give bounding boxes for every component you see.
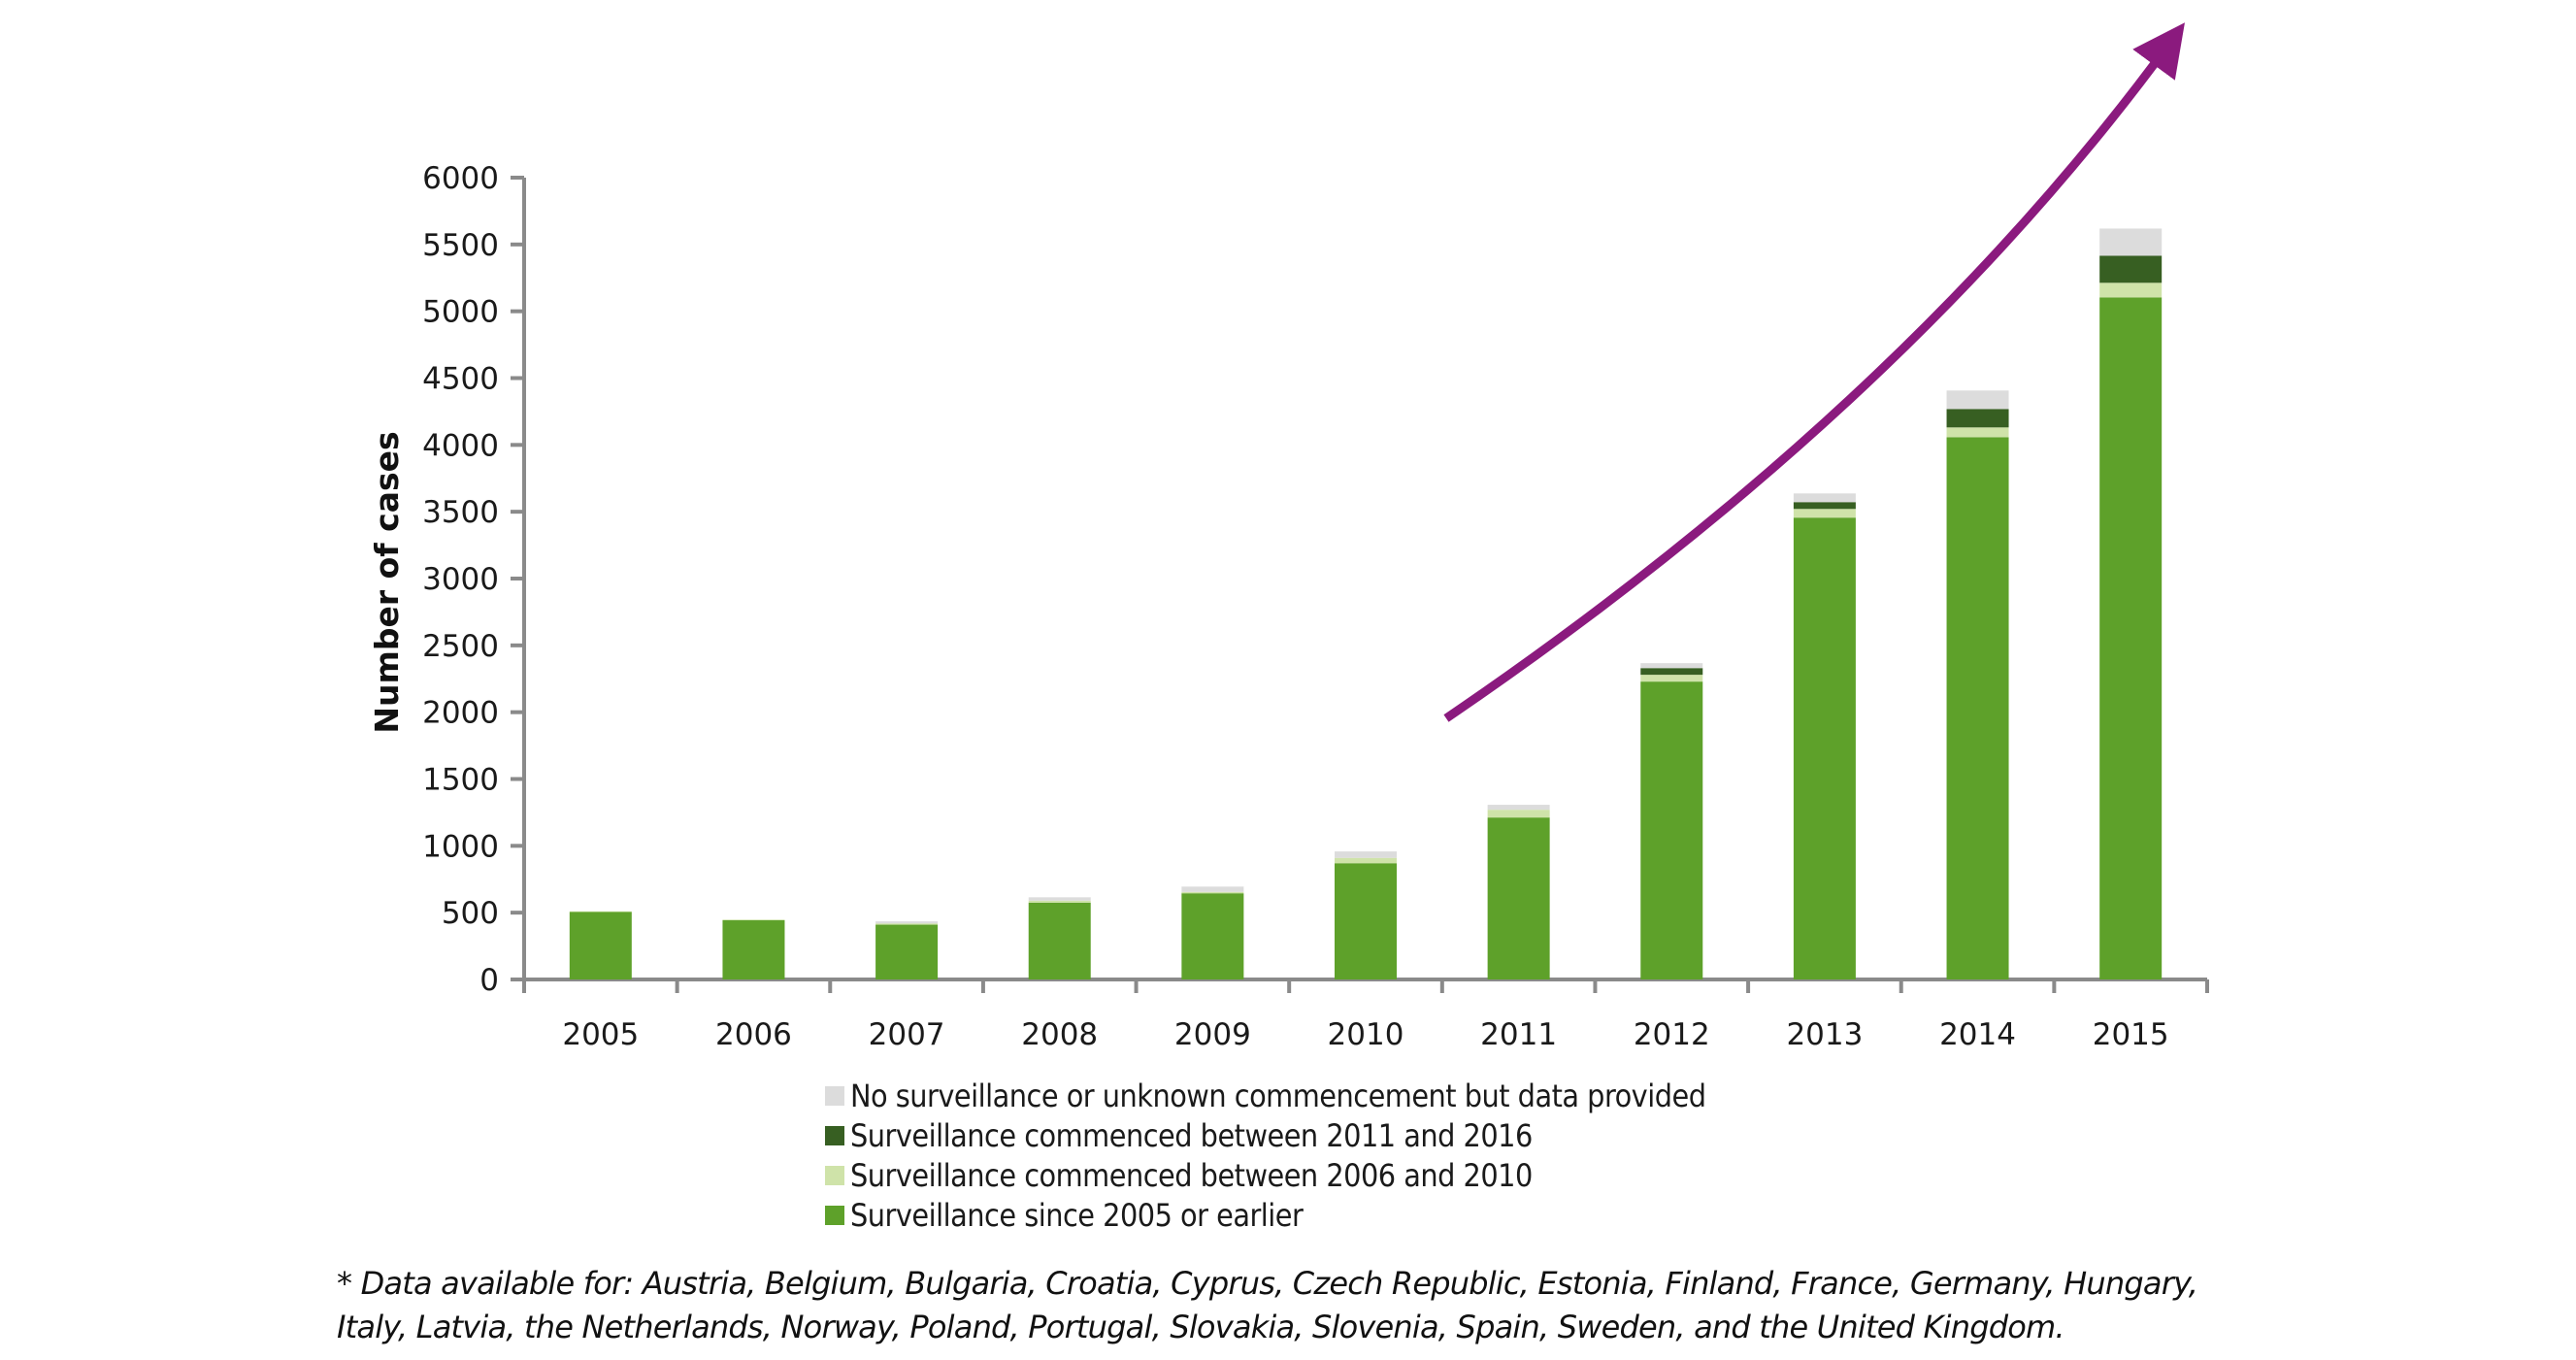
bar-segment [1793, 502, 1856, 510]
bar-segment [1946, 437, 2009, 980]
y-tick-label: 1500 [422, 763, 499, 798]
legend-swatch [825, 1085, 844, 1106]
legend-label: Surveillance commenced between 2006 and … [850, 1156, 1533, 1194]
y-tick-label: 4000 [422, 428, 499, 463]
y-tick-label: 4500 [422, 362, 499, 397]
bar-stack-2008 [1028, 897, 1091, 979]
x-tick-label: 2014 [1939, 1017, 2016, 1052]
bar-segment [1946, 427, 2009, 438]
y-tick-label: 5500 [422, 228, 499, 263]
legend-item: Surveillance commenced between 2006 and … [825, 1155, 1705, 1195]
bar-segment [2099, 282, 2163, 298]
bar-segment [1335, 851, 1397, 858]
bar-segment [569, 912, 632, 979]
legend-swatch [825, 1205, 844, 1225]
bar-segment [1028, 897, 1091, 901]
stacked-bar-chart: Number of cases 0 500 1000 1500 2000 2500 3000… [368, 22, 2209, 1052]
bar-segment [1028, 902, 1091, 979]
y-tick-label: 6000 [422, 161, 499, 196]
bar-segment [1793, 493, 1856, 503]
footnote: * Data available for: Austria, Belgium, … [337, 1262, 2278, 1349]
bar-segment [1640, 668, 1703, 676]
bar-segment [1640, 675, 1703, 682]
bar-segment [875, 921, 939, 924]
bar-stack-2009 [1181, 886, 1244, 979]
bar-stack-2006 [722, 919, 785, 979]
x-tick-label: 2012 [1634, 1017, 1710, 1052]
x-tick-label: 2007 [869, 1017, 945, 1052]
y-tick-label: 500 [442, 896, 499, 931]
bar-segment [1487, 817, 1550, 979]
bar-segment [1028, 900, 1091, 903]
x-tick-label: 2013 [1786, 1017, 1863, 1052]
bar-segment [1335, 857, 1397, 864]
chart-legend: No surveillance or unknown commencement … [825, 1076, 1706, 1235]
y-tick-label: 3000 [422, 562, 499, 597]
bar-segment [1946, 409, 2009, 428]
legend-label: No surveillance or unknown commencement … [850, 1077, 1706, 1114]
y-tick-label: 5000 [422, 295, 499, 330]
y-tick-label: 0 [479, 963, 499, 998]
bar-segment [875, 924, 939, 979]
bar-segment [1640, 663, 1703, 669]
legend-item: Surveillance commenced between 2011 and … [825, 1115, 1705, 1155]
trend-arrow-annotation [1443, 22, 2185, 722]
y-axis: 0 500 1000 1500 2000 2500 3000 3500 4000 4500 5000… [422, 161, 526, 998]
bar-segment [1793, 517, 1856, 979]
legend-label: Surveillance commenced between 2011 and … [850, 1116, 1533, 1154]
bar-segment [875, 923, 939, 925]
footnote-line-1: * Data available for: Austria, Belgium, … [337, 1265, 2198, 1302]
bar-stack-2007 [875, 921, 939, 979]
bar-segment [1335, 863, 1397, 979]
y-tick-label: 2500 [422, 629, 499, 664]
bar-segment [1487, 810, 1550, 818]
x-axis: 2005 2006 2007 2008 2009 2010 2011 2012 2013 2014… [522, 978, 2209, 1052]
legend-item: Surveillance since 2005 or earlier [825, 1195, 1705, 1235]
bar-segment [2099, 228, 2163, 256]
bar-segment [1946, 390, 2009, 410]
bar-stack-2015 [2099, 228, 2163, 979]
footnote-line-2: Italy, Latvia, the Netherlands, Norway, … [337, 1309, 2065, 1345]
bar-stack-2010 [1335, 851, 1397, 979]
bar-segment [1640, 681, 1703, 979]
bar-segment [722, 919, 785, 921]
bar-stack-2011 [1487, 805, 1550, 979]
x-tick-label: 2005 [562, 1017, 639, 1052]
bar-segment [1181, 893, 1244, 979]
bar-segment [1181, 886, 1244, 892]
y-axis-title: Number of cases [368, 431, 406, 733]
x-tick-label: 2015 [2093, 1017, 2169, 1052]
bar-segment [1487, 805, 1550, 811]
bar-stack-2014 [1946, 390, 2009, 980]
legend-swatch [825, 1125, 844, 1145]
y-tick-label: 3500 [422, 495, 499, 530]
x-tick-label: 2008 [1021, 1017, 1098, 1052]
y-tick-label: 2000 [422, 696, 499, 731]
legend-label: Surveillance since 2005 or earlier [850, 1196, 1304, 1234]
legend-swatch [825, 1165, 844, 1185]
bar-segment [1793, 509, 1856, 518]
y-tick-label: 1000 [422, 829, 499, 864]
bar-stack-2005 [569, 911, 632, 979]
bar-segment [722, 920, 785, 979]
x-tick-label: 2011 [1480, 1017, 1557, 1052]
x-tick-label: 2009 [1174, 1017, 1251, 1052]
bar-stack-2013 [1793, 493, 1856, 979]
bar-segment [2099, 297, 2163, 979]
legend-item: No surveillance or unknown commencement … [825, 1076, 1706, 1115]
x-tick-label: 2006 [715, 1017, 792, 1052]
bar-segment [1181, 891, 1244, 894]
bar-segment [2099, 255, 2163, 283]
bars-group [569, 228, 2163, 980]
x-tick-label: 2010 [1328, 1017, 1404, 1052]
bar-stack-2012 [1640, 663, 1703, 979]
